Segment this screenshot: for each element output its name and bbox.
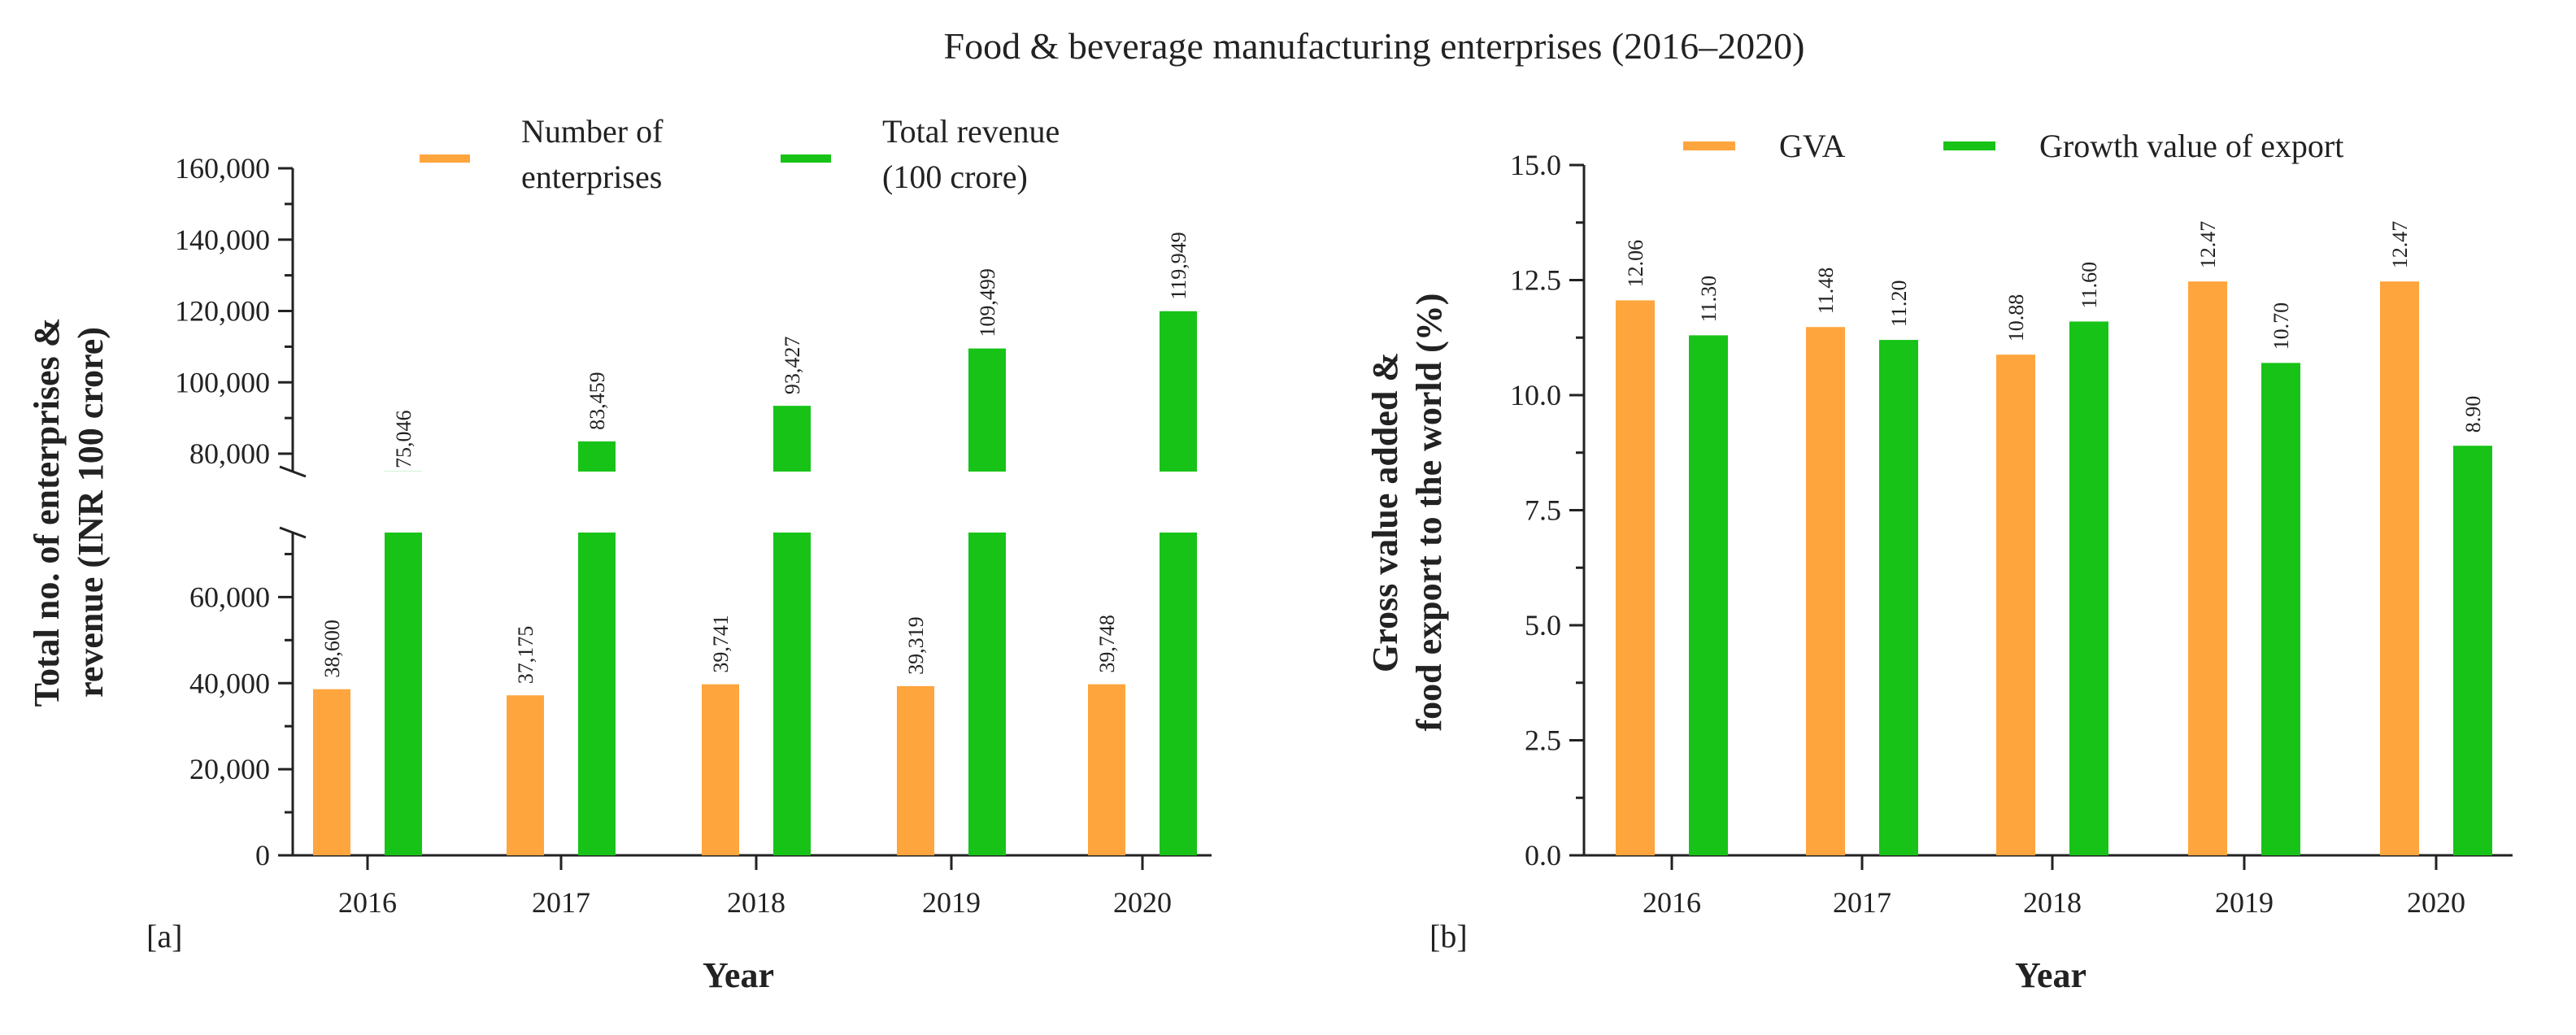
bar-value-label: 11.20 <box>1887 280 1911 328</box>
bar-orange <box>1996 354 2035 855</box>
bar-value-label: 83,459 <box>585 372 609 430</box>
y-axis-title: revenue (INR 100 crore) <box>71 327 111 698</box>
bar-green <box>2453 446 2492 855</box>
panel-tag: [b] <box>1429 918 1468 955</box>
bar-green-upper <box>773 406 811 472</box>
x-tick-label: 2016 <box>1643 886 1701 919</box>
bar-green-lower <box>578 533 616 855</box>
y-tick-label: 60,000 <box>189 581 270 613</box>
bar-green <box>1689 335 1728 855</box>
legend-swatch-green <box>1943 141 1995 150</box>
y-tick-label: 12.5 <box>1510 264 1561 297</box>
x-tick-label: 2018 <box>2023 886 2082 919</box>
panel-b: 0.0 2.5 5.0 7.5 10.0 12.5 15.0 2016 2017 2018 2019… <box>1365 128 2513 995</box>
bar-value-label: 37,175 <box>514 626 537 685</box>
y-tick-label: 40,000 <box>189 667 270 699</box>
bar-value-label: 38,600 <box>320 620 344 678</box>
x-tick-label: 2020 <box>2407 886 2465 919</box>
y-tick-label: 140,000 <box>175 224 270 256</box>
bar-value-label: 12.47 <box>2196 221 2220 269</box>
y-tick-label: 10.0 <box>1510 379 1561 411</box>
x-tick-label: 2019 <box>2215 886 2274 919</box>
x-axis-title: Year <box>703 955 774 995</box>
bar-green-lower <box>1160 533 1197 855</box>
y-tick-label: 160,000 <box>175 152 270 185</box>
legend-swatch-orange <box>420 154 470 163</box>
x-tick-label: 2017 <box>532 886 590 919</box>
bar-green-lower <box>968 533 1006 855</box>
x-tick-label: 2020 <box>1113 886 1172 919</box>
panel-a: 0 20,000 40,000 60,000 80,000 100,000 120,000 1… <box>27 113 1212 995</box>
x-tick-label: 2016 <box>338 886 397 919</box>
bar-value-label: 39,741 <box>709 615 733 673</box>
y-tick-label: 2.5 <box>1525 724 1561 757</box>
main-title: Food & beverage manufacturing enterprise… <box>944 25 1805 67</box>
panel-tag: [a] <box>146 918 182 955</box>
y-axis-title: Total no. of enterprises & <box>27 318 67 707</box>
legend-label: enterprises <box>521 159 662 195</box>
bar-orange <box>1616 300 1655 855</box>
bar-orange <box>2188 281 2227 855</box>
y-tick-label: 80,000 <box>189 437 270 470</box>
y-axis-title: food export to the world (%) <box>1409 294 1449 732</box>
bar-value-label: 119,949 <box>1167 232 1190 300</box>
bar-value-label: 39,748 <box>1095 615 1119 673</box>
y-tick-label: 20,000 <box>189 753 270 785</box>
x-tick-label: 2017 <box>1833 886 1891 919</box>
y-tick-label: 100,000 <box>175 366 270 398</box>
y-tick-label: 15.0 <box>1510 149 1561 181</box>
bar-value-label: 93,427 <box>781 337 804 395</box>
legend-label: Number of <box>521 113 664 150</box>
y-tick-label: 7.5 <box>1525 494 1561 527</box>
y-tick-label: 5.0 <box>1525 609 1561 641</box>
bar-green <box>2261 363 2300 855</box>
x-axis-title: Year <box>2015 955 2086 995</box>
bar-value-label: 11.60 <box>2078 262 2101 309</box>
y-axis-title: Gross value added & <box>1365 352 1405 672</box>
legend-swatch-green <box>781 154 831 163</box>
bar-value-label: 12.06 <box>1624 240 1647 288</box>
bar-value-label: 75,046 <box>392 411 416 469</box>
bar-green-upper <box>578 441 616 472</box>
bar-orange <box>507 695 544 855</box>
legend-swatch-orange <box>1683 141 1735 150</box>
bar-green <box>1879 340 1918 855</box>
bar-orange <box>897 686 934 855</box>
bar-green-upper <box>968 349 1006 472</box>
bar-green-lower <box>385 533 422 855</box>
bar-green <box>2069 321 2108 855</box>
bar-value-label: 109,499 <box>976 268 999 337</box>
x-tick-label: 2018 <box>727 886 785 919</box>
y-tick-label: 0 <box>255 839 270 872</box>
y-tick-label: 120,000 <box>175 295 270 328</box>
bar-orange <box>313 689 350 855</box>
bar-orange <box>702 685 739 855</box>
bar-green-upper <box>1160 311 1197 472</box>
bar-orange <box>1806 327 1845 855</box>
bar-value-label: 10.70 <box>2269 302 2293 350</box>
bar-value-label: 10.88 <box>2004 294 2028 342</box>
bar-green-lower <box>773 533 811 855</box>
y-tick-label: 0.0 <box>1525 839 1561 872</box>
bar-value-label: 11.48 <box>1814 267 1838 315</box>
bar-orange <box>1088 685 1125 855</box>
bar-orange <box>2380 281 2419 855</box>
x-tick-label: 2019 <box>922 886 981 919</box>
legend-label: Total revenue <box>882 113 1060 150</box>
legend-label: Growth value of export <box>2039 128 2343 164</box>
legend-label: (100 crore) <box>882 159 1028 195</box>
bar-value-label: 11.30 <box>1697 276 1721 323</box>
bar-value-label: 8.90 <box>2461 396 2485 433</box>
bar-value-label: 12.47 <box>2388 221 2412 269</box>
legend-label: GVA <box>1779 128 1846 164</box>
bar-value-label: 39,319 <box>904 616 928 675</box>
